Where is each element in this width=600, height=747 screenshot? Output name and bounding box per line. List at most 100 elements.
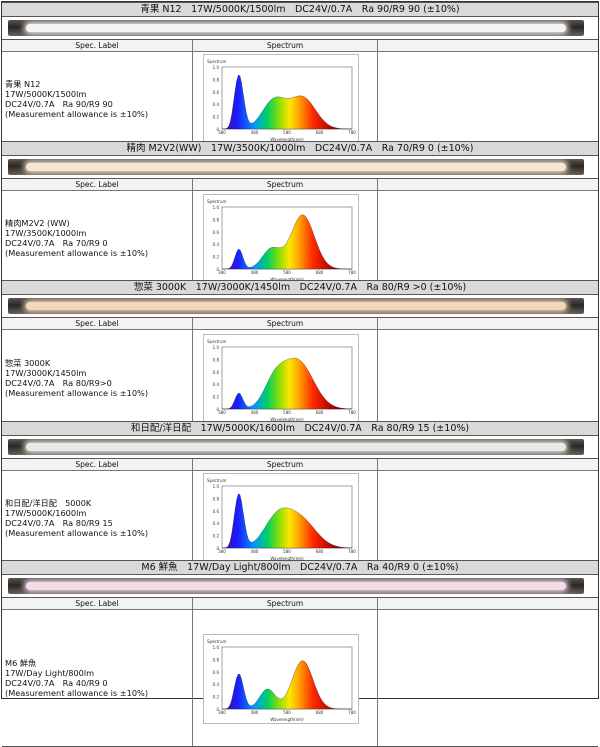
product-section: 惣菜 3000K 17W/3000K/1450lm DC24V/0.7A Ra … — [2, 280, 598, 427]
led-tube-image — [8, 298, 584, 314]
y-tick-label: 0.2 — [213, 115, 220, 120]
product-title: 精肉 M2V2(WW) 17W/3500K/1000lm DC24V/0.7A … — [2, 141, 598, 156]
column-header-row: Spec. Label Spectrum — [2, 40, 598, 52]
y-tick-label: 0.6 — [213, 669, 220, 674]
spec-label-header: Spec. Label — [2, 318, 193, 329]
y-tick-label: 0.4 — [213, 521, 220, 526]
y-tick-label: 0.2 — [213, 394, 220, 399]
product-title: M6 鮮魚 17W/Day Light/800lm DC24V/0.7A Ra … — [2, 560, 598, 575]
y-axis-label: Spectrum — [207, 199, 226, 204]
spectrum-image: 1.0 0.8 0.6 0.4 0.2 0 380 480 580 680 780 Wavelengt… — [203, 193, 359, 284]
y-tick-label: 0.2 — [213, 694, 220, 699]
spectrum-cell: 1.0 0.8 0.6 0.4 0.2 0 380 480 580 680 780 Wavelengt… — [193, 52, 378, 145]
spectrum-curve — [222, 357, 353, 409]
y-axis-label: Spectrum — [207, 478, 226, 483]
spec-label-line: DC24V/0.7A Ra 70/R9 0 — [5, 238, 108, 248]
product-title: 惣菜 3000K 17W/3000K/1450lm DC24V/0.7A Ra … — [2, 280, 598, 295]
led-tube-glow — [26, 582, 566, 590]
spec-label-header: Spec. Label — [2, 459, 193, 470]
spectrum-curve — [222, 74, 352, 130]
led-tube-image — [8, 578, 584, 594]
x-tick-label: 780 — [348, 130, 356, 135]
spectrum-image: 1.0 0.8 0.6 0.4 0.2 0 380 480 580 680 780 Wavelengt… — [203, 633, 359, 724]
y-tick-label: 1.0 — [213, 65, 220, 70]
spec-label-line: DC24V/0.7A Ra 80/R9>0 — [5, 378, 112, 388]
spec-label-cell: 青果 N12 17W/5000K/1500lm DC24V/0.7A Ra 90/R… — [2, 52, 193, 145]
y-tick-label: 0.8 — [213, 657, 220, 662]
spectrum-cell: 1.0 0.8 0.6 0.4 0.2 0 380 480 580 680 780 Wavelengt… — [193, 330, 378, 426]
empty-header — [378, 318, 598, 329]
product-title: 青果 N12 17W/5000K/1500lm DC24V/0.7A Ra 90… — [2, 2, 598, 17]
y-axis-label: Spectrum — [207, 59, 226, 64]
x-axis-label: Wavelength(nm) — [270, 137, 304, 142]
y-tick-label: 0.6 — [213, 369, 220, 374]
x-axis-label: Wavelength(nm) — [270, 417, 304, 422]
spectrum-cell: 1.0 0.8 0.6 0.4 0.2 0 380 480 580 680 780 Wavelengt… — [193, 610, 378, 746]
spec-body-row: 青果 N12 17W/5000K/1500lm DC24V/0.7A Ra 90/R… — [2, 52, 598, 146]
y-tick-label: 0.8 — [213, 496, 220, 501]
y-tick-label: 0 — [216, 407, 219, 412]
x-tick-label: 580 — [283, 549, 291, 554]
empty-cell — [378, 191, 598, 285]
spec-label-line: 17W/Day Light/800lm — [5, 668, 95, 678]
x-tick-label: 680 — [316, 549, 324, 554]
column-header-row: Spec. Label Spectrum — [2, 598, 598, 610]
empty-header — [378, 598, 598, 609]
y-tick-label: 0 — [216, 546, 219, 551]
led-tube-glow — [26, 302, 566, 310]
tube-photo-row — [2, 295, 598, 318]
y-axis-label: Spectrum — [207, 639, 226, 644]
y-tick-label: 0.6 — [213, 509, 220, 514]
y-tick-label: 1.0 — [213, 205, 220, 210]
spec-label-cell: 和日配/洋日配 5000K 17W/5000K/1600lm DC24V/0.7A … — [2, 471, 193, 564]
product-section: 和日配/洋日配 17W/5000K/1600lm DC24V/0.7A Ra 8… — [2, 421, 598, 565]
x-tick-label: 380 — [218, 410, 226, 415]
x-tick-label: 580 — [283, 410, 291, 415]
x-tick-label: 780 — [348, 410, 356, 415]
x-tick-label: 580 — [283, 130, 291, 135]
spec-body-row: 精肉M2V2 (WW) 17W/3500K/1000lm DC24V/0.7A Ra… — [2, 191, 598, 286]
spectrum-image: 1.0 0.8 0.6 0.4 0.2 0 380 480 580 680 780 Wavelengt… — [203, 473, 359, 563]
column-header-row: Spec. Label Spectrum — [2, 318, 598, 330]
y-tick-label: 0.8 — [213, 357, 220, 362]
spec-label-line: (Measurement allowance is ±10%) — [5, 688, 149, 698]
x-tick-label: 580 — [283, 270, 291, 275]
x-tick-label: 680 — [316, 270, 324, 275]
led-tube-image — [8, 20, 584, 36]
x-tick-label: 480 — [251, 549, 259, 554]
x-tick-label: 780 — [348, 710, 356, 715]
x-tick-label: 780 — [348, 270, 356, 275]
led-tube-glow — [26, 24, 566, 32]
spec-body-row: M6 鮮魚 17W/Day Light/800lm DC24V/0.7A Ra 40… — [2, 610, 598, 747]
y-tick-label: 0.4 — [213, 382, 220, 387]
x-tick-label: 480 — [251, 410, 259, 415]
spec-body-row: 和日配/洋日配 5000K 17W/5000K/1600lm DC24V/0.7A … — [2, 471, 598, 565]
tube-photo-row — [2, 17, 598, 40]
y-tick-label: 0.2 — [213, 254, 220, 259]
empty-header — [378, 179, 598, 190]
empty-cell — [378, 330, 598, 426]
y-tick-label: 0.4 — [213, 102, 220, 107]
y-tick-label: 0.6 — [213, 229, 220, 234]
y-tick-label: 0.4 — [213, 242, 220, 247]
product-section: 精肉 M2V2(WW) 17W/3500K/1000lm DC24V/0.7A … — [2, 141, 598, 286]
empty-header — [378, 40, 598, 51]
x-tick-label: 680 — [316, 410, 324, 415]
led-tube-glow — [26, 163, 566, 171]
column-header-row: Spec. Label Spectrum — [2, 459, 598, 471]
spec-label-line: 精肉M2V2 (WW) — [5, 218, 70, 228]
spec-label-cell: 惣菜 3000K 17W/3000K/1450lm DC24V/0.7A Ra 80… — [2, 330, 193, 426]
spec-label-line: 惣菜 3000K — [5, 358, 51, 368]
spectrum-image: 1.0 0.8 0.6 0.4 0.2 0 380 480 580 680 780 Wavelengt… — [203, 333, 359, 424]
spec-label-line: 青果 N12 — [5, 78, 41, 89]
tube-photo-row — [2, 436, 598, 459]
y-tick-label: 0.8 — [213, 77, 220, 82]
spec-label-line: 17W/5000K/1600lm — [5, 507, 87, 518]
y-tick-label: 1.0 — [213, 484, 220, 489]
spec-label-header: Spec. Label — [2, 179, 193, 190]
spec-label-line: DC24V/0.7A Ra 40/R9 0 — [5, 678, 108, 688]
